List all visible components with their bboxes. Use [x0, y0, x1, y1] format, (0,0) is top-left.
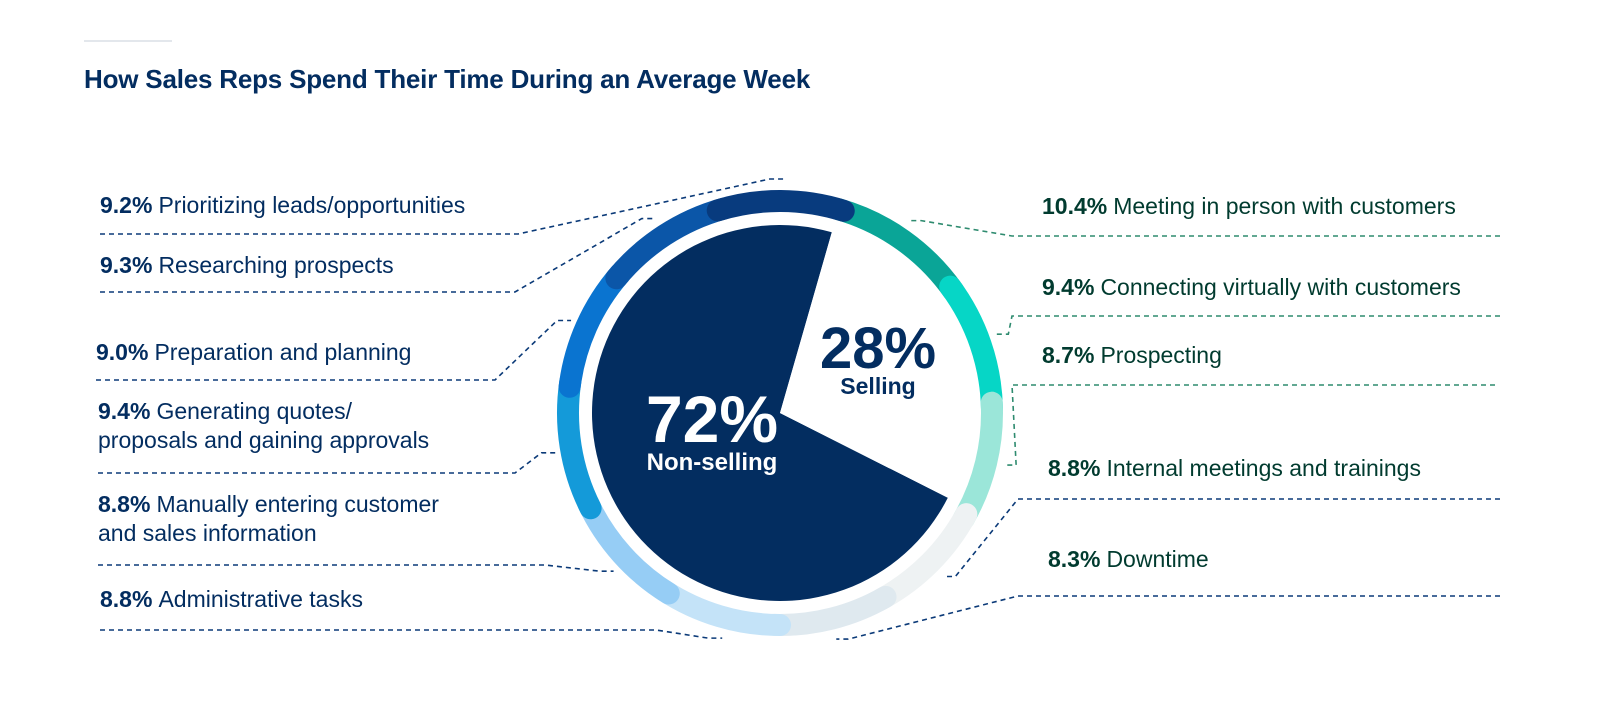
leader-line-6: [100, 629, 723, 639]
non-selling-slice: [591, 225, 948, 601]
category-percent: 8.7%: [1042, 342, 1095, 368]
leader-line-1: [909, 219, 1500, 237]
category-percent: 8.3%: [1048, 546, 1101, 572]
category-percent: 9.0%: [96, 339, 149, 365]
non-selling-caption-label: Non-selling: [647, 449, 778, 476]
leader-line-4: [943, 498, 1500, 578]
title-divider: [84, 40, 172, 42]
category-label: 8.3% Downtime: [1048, 545, 1209, 574]
category-label: 9.2% Prioritizing leads/opportunities: [100, 191, 465, 220]
leader-line-2: [996, 315, 1500, 335]
category-label: 10.4% Meeting in person with customers: [1042, 192, 1456, 221]
leader-line-9: [96, 319, 572, 381]
category-label: 9.3% Researching prospects: [100, 251, 394, 280]
category-label: 8.8% Administrative tasks: [100, 585, 363, 614]
category-label: 9.0% Preparation and planning: [96, 338, 411, 367]
selling-caption-label: Selling: [840, 373, 915, 399]
category-text: and sales information: [98, 520, 317, 546]
selling-percent-label: 28%: [820, 316, 936, 381]
category-text: Researching prospects: [158, 252, 394, 278]
category-text: Preparation and planning: [154, 339, 412, 365]
leader-line-8: [98, 452, 556, 474]
category-percent: 9.2%: [100, 192, 153, 218]
category-text: Generating quotes/: [156, 398, 353, 424]
category-text: Prioritizing leads/opportunities: [158, 192, 466, 218]
non-selling-percent-label: 72%: [646, 382, 778, 456]
category-text: Meeting in person with customers: [1113, 193, 1456, 219]
ring-segment-generating-quotes-proposals-and-gaining-approvals: [557, 370, 602, 520]
category-percent: 8.8%: [1048, 455, 1101, 481]
leader-line-10: [100, 217, 656, 293]
category-text: Prospecting: [1100, 342, 1222, 368]
category-text: Connecting virtually with customers: [1100, 274, 1461, 300]
ring-segment-downtime: [763, 585, 897, 636]
category-percent: 10.4%: [1042, 193, 1108, 219]
category-label: 8.8% Manually entering customer and sales …: [98, 490, 439, 548]
category-percent: 8.8%: [98, 491, 151, 517]
chart-title: How Sales Reps Spend Their Time During a…: [84, 64, 811, 94]
leader-line-11: [100, 178, 784, 235]
leader-line-7: [98, 564, 614, 572]
category-label: 9.4% Connecting virtually with customers: [1042, 273, 1461, 302]
category-percent: 8.8%: [100, 586, 153, 612]
category-text: Downtime: [1106, 546, 1209, 572]
category-percent: 9.4%: [1042, 274, 1095, 300]
category-label: 9.4% Generating quotes/proposals and gain…: [98, 397, 429, 455]
leader-line-5: [836, 595, 1500, 640]
leader-line-3: [1004, 384, 1495, 466]
category-text: Manually entering customer: [156, 491, 439, 517]
category-text: proposals and gaining approvals: [98, 427, 430, 453]
category-text: Internal meetings and trainings: [1106, 455, 1421, 481]
selling-slice: [780, 232, 968, 498]
category-percent: 9.4%: [98, 398, 151, 424]
category-label: 8.8% Internal meetings and trainings: [1048, 454, 1421, 483]
category-percent: 9.3%: [100, 252, 153, 278]
category-text: Administrative tasks: [158, 586, 363, 612]
ring-segment-prioritizing-leads-opportunities: [706, 190, 855, 222]
category-label: 8.7% Prospecting: [1042, 341, 1222, 370]
